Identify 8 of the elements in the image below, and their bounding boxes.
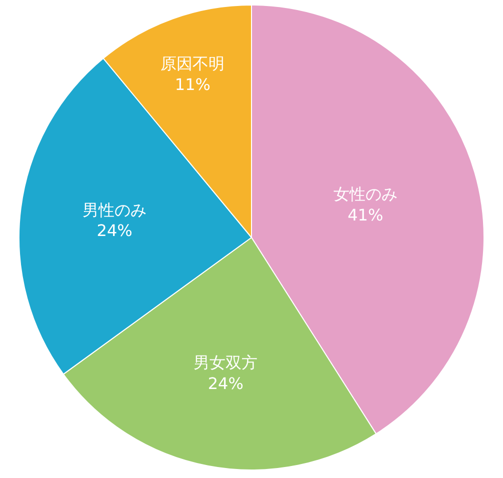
slice-label: 女性のみ — [333, 184, 398, 204]
data-label: 41% — [348, 205, 384, 224]
data-label: 24% — [96, 221, 132, 240]
slice-label: 男性のみ — [82, 200, 147, 220]
slice-label: 原因不明 — [160, 54, 225, 74]
slice-label: 男女双方 — [194, 353, 258, 372]
data-label: 24% — [208, 374, 244, 393]
data-label: 11% — [174, 74, 210, 94]
